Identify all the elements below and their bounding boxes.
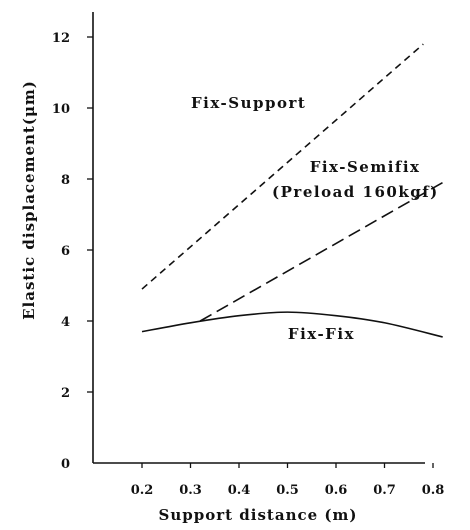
annotations: Fix-Support Fix-Semifix (Preload 160kgf) Fi… xyxy=(191,94,439,343)
y-tick-label: 10 xyxy=(52,102,70,117)
axes xyxy=(92,12,425,464)
x-tick-label: 0.6 xyxy=(325,483,348,498)
y-tick-label: 2 xyxy=(61,386,70,401)
y-tick-label: 12 xyxy=(52,31,70,46)
y-tick-label: 4 xyxy=(61,315,70,330)
y-tick-label: 6 xyxy=(61,244,70,259)
series-group xyxy=(141,43,444,338)
series-line-fix-support xyxy=(141,43,424,290)
series-annotation: (Preload 160kgf) xyxy=(272,183,439,201)
series-line-fix-fix xyxy=(141,311,443,338)
series-line-fix-semifix xyxy=(199,181,444,322)
y-tick-label: 0 xyxy=(61,457,70,472)
x-axis-label: Support distance (m) xyxy=(159,506,358,524)
x-tick-label: 0.2 xyxy=(131,483,154,498)
y-ticks: 0 2 4 6 8 10 12 xyxy=(52,31,93,472)
y-tick-label: 8 xyxy=(61,173,70,188)
x-tick-label: 0.4 xyxy=(228,483,251,498)
x-tick-label: 0.5 xyxy=(276,483,299,498)
y-axis-label: Elastic displacement(μm) xyxy=(20,80,38,320)
series-annotation: Fix-Fix xyxy=(288,325,355,343)
series-annotation: Fix-Support xyxy=(191,94,306,112)
x-tick-label: 0.8 xyxy=(422,483,445,498)
x-tick-label: 0.3 xyxy=(179,483,202,498)
x-ticks: 0.2 0.3 0.4 0.5 0.6 0.7 0.8 xyxy=(131,463,445,498)
x-tick-label: 0.7 xyxy=(373,483,396,498)
series-annotation: Fix-Semifix xyxy=(310,158,421,176)
